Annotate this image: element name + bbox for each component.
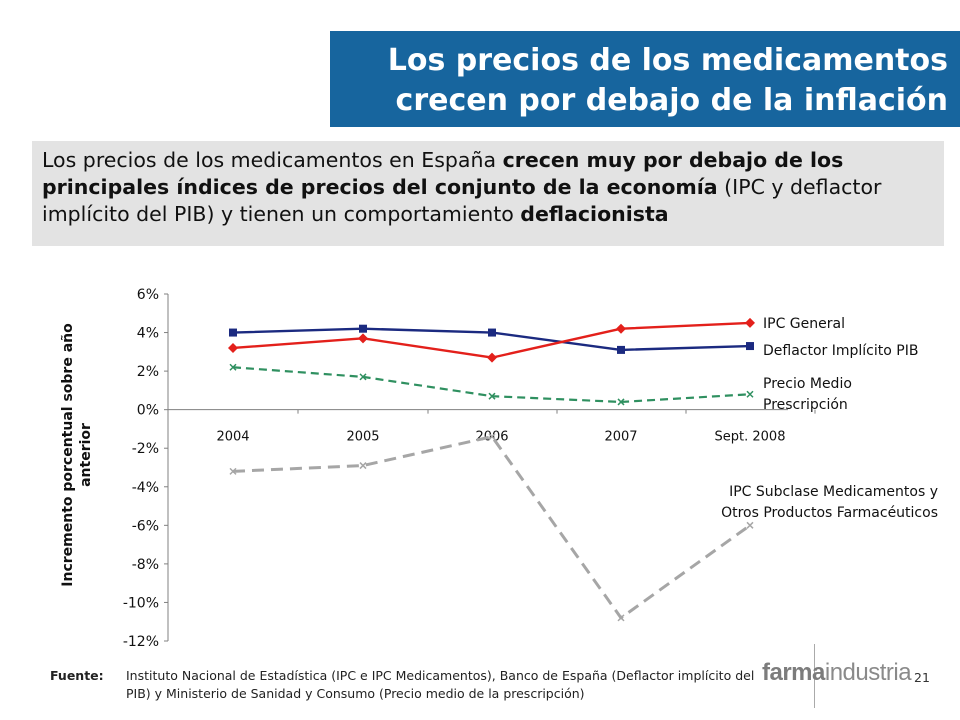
chart-series-labels: IPC General Deflactor Implícito PIB Precio… [721,316,938,521]
data-point-x-stroke [746,521,754,529]
series-label-precio-medio: Precio Medio Prescripción [763,376,852,413]
chart-series [228,317,755,622]
data-point-x-stroke [488,433,496,441]
y-tick-label: -10% [123,595,159,611]
data-point-x [746,390,754,398]
y-axis-label: Incremento porcentual sobre año anterior [60,323,94,587]
data-point-x [359,462,367,470]
source-label: Fuente: [50,668,104,683]
y-tick-label: -12% [123,634,159,650]
series-label-ipc-general: IPC General [763,316,845,332]
data-point-square [746,342,754,351]
y-tick-label: -6% [132,518,159,534]
logo-divider [814,644,815,708]
x-tick-label: 2005 [346,430,379,445]
data-point-square [229,328,237,337]
data-point-x [617,614,625,622]
title-banner: Los precios de los medicamentos crecen p… [330,31,960,127]
y-tick-label: 6% [137,287,159,303]
chart-axes: 6%4%2%0%-2%-4%-6%-8%-10%-12%200420052006… [123,287,816,650]
data-point-diamond [487,352,497,363]
data-point-diamond [745,317,755,328]
logo-text-industria: industria [824,659,912,686]
y-tick-label: -4% [132,480,159,496]
page-title-line-1: Los precios de los medicamentos [387,43,948,78]
y-tick-label: -8% [132,557,159,573]
summary-text-2: (IPC y deflactor implícito del PIB) y ti… [42,175,882,226]
data-point-diamond [228,342,238,353]
data-point-square [617,345,625,354]
series-label-ipc-medicamentos: IPC Subclase Medicamentos y Otros Product… [721,484,938,521]
farmaindustria-logo: farmaindustria [762,659,912,687]
series-label-deflactor: Deflactor Implícito PIB [763,343,918,359]
y-tick-label: 0% [137,403,159,419]
x-tick-label: 2007 [604,430,637,445]
data-point-square [359,324,367,333]
series-0 [228,317,755,363]
data-point-x [617,398,625,406]
data-point-x [488,433,496,441]
data-point-x [229,363,237,371]
page-number: 21 [914,670,930,685]
data-point-x-stroke [746,390,754,398]
y-tick-label: 2% [137,364,159,380]
summary-bold-2: deflacionista [520,202,669,226]
data-point-x-stroke [229,467,237,475]
logo-text-farma: farma [762,659,825,686]
summary-text-1: Los precios de los medicamentos en Españ… [42,148,503,172]
data-point-x-stroke [617,614,625,622]
series-line [232,321,751,359]
data-point-x-stroke [488,392,496,400]
series-1 [229,324,754,354]
data-point-x-stroke [359,373,367,381]
source-text: Instituto Nacional de Estadística (IPC e… [126,668,755,701]
page-title-line-2: crecen por debajo de la inflación [395,83,948,118]
summary-box: Los precios de los medicamentos en Españ… [32,141,944,246]
data-point-x [746,521,754,529]
y-tick-label: -2% [132,441,159,457]
data-point-diamond [616,323,626,334]
data-point-diamond [358,333,368,344]
summary-bold-1: crecen muy por debajo de los principales… [42,148,844,199]
x-tick-label: Sept. 2008 [715,430,786,445]
series-line [232,435,751,620]
data-point-x [359,373,367,381]
data-point-x-stroke [359,462,367,470]
series-3 [229,433,754,622]
data-point-x [488,392,496,400]
data-point-x-stroke [229,363,237,371]
data-point-x-stroke [617,398,625,406]
x-tick-label: 2004 [216,430,249,445]
y-tick-label: 4% [137,326,159,342]
series-2 [229,363,754,406]
data-point-square [488,328,496,337]
data-point-x [229,467,237,475]
